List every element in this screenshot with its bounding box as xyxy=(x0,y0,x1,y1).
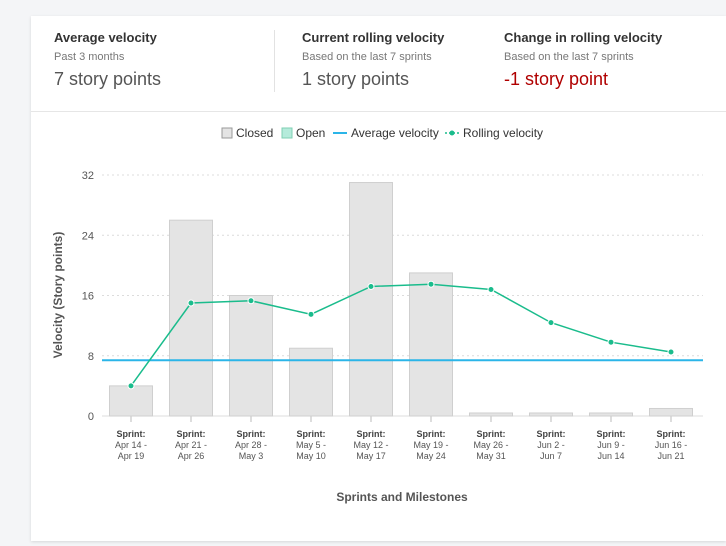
x-tick-label: Jun 21 xyxy=(657,451,684,461)
x-tick-label: May 19 - xyxy=(413,440,448,450)
x-tick-label: May 5 - xyxy=(296,440,326,450)
x-tick-label: Sprint: xyxy=(297,429,326,439)
x-tick-label: Apr 26 xyxy=(178,451,205,461)
stat-value: 1 story points xyxy=(302,69,410,89)
x-axis-title: Sprints and Milestones xyxy=(336,490,468,504)
rolling-velocity-point xyxy=(307,310,315,318)
rolling-velocity-point xyxy=(547,319,555,327)
rolling-velocity-point xyxy=(247,297,255,305)
x-tick-label: Apr 21 - xyxy=(175,440,207,450)
stat-subtitle: Based on the last 7 sprints xyxy=(504,51,634,63)
bar-closed xyxy=(229,295,273,417)
x-tick-label: Jun 7 xyxy=(540,451,562,461)
x-tick-label: Sprint: xyxy=(477,429,506,439)
x-tick-label: Apr 14 - xyxy=(115,440,147,450)
stat-title: Average velocity xyxy=(54,30,157,45)
legend-label: Rolling velocity xyxy=(463,126,543,140)
rolling-velocity-point xyxy=(487,285,495,293)
bar-closed xyxy=(169,219,213,417)
rolling-velocity-point xyxy=(607,338,615,346)
x-tick-label: Sprint: xyxy=(237,429,266,439)
rolling-velocity-line xyxy=(130,283,672,387)
y-tick-label: 32 xyxy=(82,170,94,182)
rolling-velocity-point xyxy=(367,282,375,290)
stat-title: Change in rolling velocity xyxy=(504,30,663,45)
bar-closed xyxy=(529,412,573,417)
x-tick-label: Sprint: xyxy=(117,429,146,439)
stat-value: 7 story points xyxy=(54,69,162,89)
stats-divider xyxy=(274,30,275,92)
x-tick-label: Sprint: xyxy=(357,429,386,439)
legend-swatch-point xyxy=(449,130,455,136)
x-tick-label: May 12 - xyxy=(353,440,388,450)
bar-closed xyxy=(589,412,633,417)
y-tick-label: 24 xyxy=(82,230,94,242)
x-tick-label: Jun 16 - xyxy=(655,440,688,450)
legend-label: Closed xyxy=(236,126,273,140)
x-tick-label: Jun 2 - xyxy=(537,440,565,450)
stat-current-rolling-velocity: Current rolling velocity Based on the la… xyxy=(302,30,444,90)
y-tick-label: 8 xyxy=(88,351,94,363)
x-tick-label: Jun 14 xyxy=(597,451,624,461)
y-tick-label: 16 xyxy=(82,291,94,303)
legend-label: Open xyxy=(296,126,325,140)
rolling-velocity-point xyxy=(127,382,135,390)
x-tick-label: Sprint: xyxy=(597,429,626,439)
bar-closed xyxy=(349,182,393,417)
stats-summary: Average velocity Past 3 months 7 story p… xyxy=(31,16,726,112)
stat-subtitle: Based on the last 7 sprints xyxy=(302,51,432,63)
legend-swatch xyxy=(281,127,293,139)
bar-closed xyxy=(289,347,333,417)
x-tick-label: May 17 xyxy=(356,451,386,461)
x-tick-label: May 10 xyxy=(296,451,326,461)
bar-closed xyxy=(649,407,693,417)
bar-closed xyxy=(109,385,153,417)
x-tick-label: Jun 9 - xyxy=(597,440,625,450)
velocity-report-card: Average velocity Past 3 months 7 story p… xyxy=(31,16,726,541)
x-tick-label: May 3 xyxy=(239,451,264,461)
x-tick-label: Apr 19 xyxy=(118,451,145,461)
x-tick-label: May 26 - xyxy=(473,440,508,450)
y-tick-label: 0 xyxy=(88,411,94,423)
rolling-velocity-point xyxy=(427,280,435,288)
x-tick-label: Apr 28 - xyxy=(235,440,267,450)
legend-label: Average velocity xyxy=(351,126,439,140)
x-tick-label: Sprint: xyxy=(657,429,686,439)
bar-closed xyxy=(469,412,513,417)
x-tick-label: Sprint: xyxy=(417,429,446,439)
stat-change-rolling-velocity: Change in rolling velocity Based on the … xyxy=(504,30,662,90)
y-axis-title: Velocity (Story points) xyxy=(51,232,65,359)
stat-title: Current rolling velocity xyxy=(302,30,445,45)
x-tick-label: Sprint: xyxy=(537,429,566,439)
stat-subtitle: Past 3 months xyxy=(54,51,125,63)
bar-closed xyxy=(409,272,453,417)
x-tick-label: May 31 xyxy=(476,451,506,461)
rolling-velocity-point xyxy=(187,299,195,307)
x-tick-label: Sprint: xyxy=(177,429,206,439)
stat-value: -1 story point xyxy=(504,69,609,89)
stat-average-velocity: Average velocity Past 3 months 7 story p… xyxy=(54,30,161,90)
legend-swatch xyxy=(221,127,233,139)
x-tick-label: May 24 xyxy=(416,451,446,461)
rolling-velocity-point xyxy=(667,348,675,356)
